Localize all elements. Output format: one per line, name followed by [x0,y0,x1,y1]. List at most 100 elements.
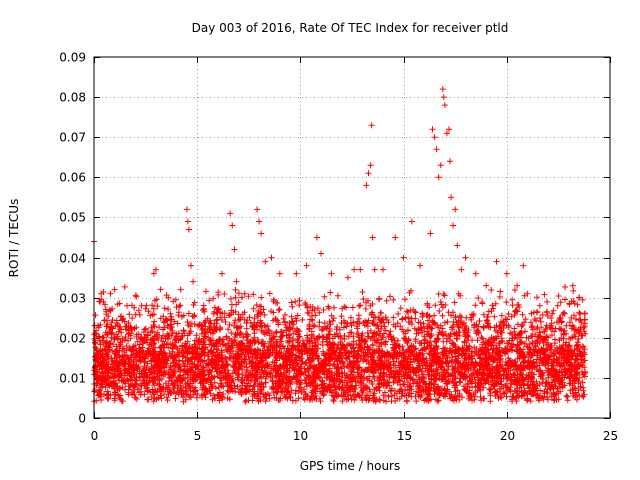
data-point [576,294,582,301]
data-point [369,234,376,241]
data-point [177,286,184,293]
y-tick-label: 0.06 [59,171,86,185]
data-point [514,282,521,289]
data-point [368,122,375,129]
data-point [313,234,320,241]
data-point [524,290,531,297]
dense-point-cloud [91,283,589,405]
tick-layer: 0 0.01 0.02 0.03 0.04 0.05 0.06 0.07 0.08 0.09 0 5 1… [59,51,618,444]
data-point [262,258,269,265]
plot-frame [93,56,611,419]
data-point [241,290,248,297]
y-tick-label: 0.04 [59,252,86,266]
data-point [233,278,240,285]
data-point [441,102,448,109]
data-point [188,262,194,269]
data-point [493,258,500,265]
data-point [380,266,386,273]
data-point [107,290,114,297]
data-point [429,126,436,133]
x-tick-label: 10 [293,429,308,443]
data-point [417,262,424,269]
data-point [344,274,351,281]
y-tick-label: 0.01 [59,372,86,386]
data-point [229,222,236,229]
data-point [365,170,372,177]
data-point [254,206,261,213]
data-point [219,270,225,277]
data-point [371,266,378,273]
data-point [503,270,510,277]
data-point [408,218,415,225]
y-tick-label: 0.02 [59,332,86,346]
data-point [351,266,358,273]
data-point [150,270,157,277]
scatter-points [91,86,589,337]
data-point [98,290,105,297]
data-point [431,134,438,141]
data-point [536,302,543,309]
data-point [452,206,459,213]
data-point [363,182,370,189]
data-point [439,86,446,93]
data-point [165,294,172,301]
data-point [185,226,192,233]
data-point [400,254,407,261]
data-point [483,282,490,289]
data-point [258,230,265,237]
data-point [392,234,399,241]
data-point [520,262,527,269]
data-point [569,282,576,289]
data-point [458,266,465,273]
data-point [200,306,207,313]
data-point [328,270,335,277]
y-tick-label: 0.08 [59,91,86,105]
chart-title: Day 003 of 2016, Rate Of TEC Index for r… [192,21,509,35]
data-point [138,302,145,309]
data-point [184,218,191,225]
y-axis-label: ROTI / TECUs [7,199,21,278]
data-point [435,174,442,181]
x-tick-label: 0 [91,429,99,443]
y-tick-label: 0 [78,412,86,426]
data-point [227,210,234,217]
data-point [454,242,461,249]
y-tick-label: 0.05 [59,211,86,225]
data-point [582,330,589,337]
data-point [448,194,455,201]
data-point [450,222,457,229]
y-tick-label: 0.03 [59,292,86,306]
data-point [549,310,556,317]
data-point [268,254,275,261]
data-point [231,246,238,253]
data-point [183,206,190,213]
data-point [152,266,159,273]
data-point [97,298,104,305]
data-point [472,270,479,277]
data-point [111,286,118,293]
data-point [443,130,450,137]
data-point [433,146,440,153]
x-tick-label: 25 [603,429,618,443]
y-tick-label: 0.09 [59,51,86,65]
data-point [318,250,324,257]
x-tick-label: 15 [397,429,412,443]
data-point [293,270,300,277]
x-tick-label: 5 [194,429,202,443]
data-point [437,162,444,169]
data-point [210,310,217,317]
data-point [440,94,447,101]
data-point [303,262,310,269]
data-point [124,302,130,309]
data-point [276,270,283,277]
data-point [446,126,452,133]
data-point [367,162,374,169]
y-tick-label: 0.07 [59,131,86,145]
data-point [447,158,453,165]
dense-scatter-cloud [91,283,589,405]
x-tick-label: 20 [500,429,515,443]
data-point [256,218,263,225]
data-point [462,254,469,261]
x-axis-label: GPS time / hours [300,459,401,473]
